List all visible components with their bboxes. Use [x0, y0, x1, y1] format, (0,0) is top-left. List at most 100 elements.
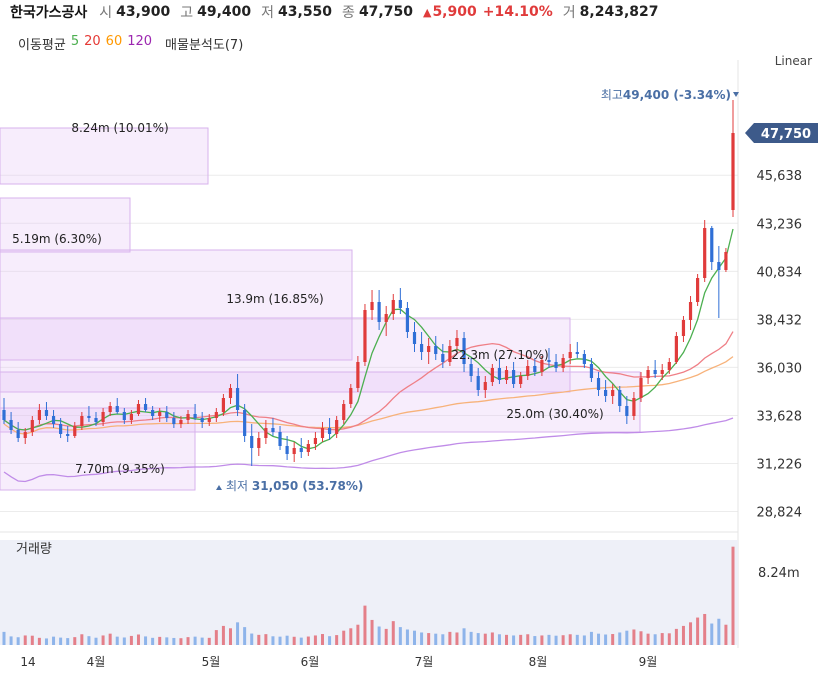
volume-bar [320, 634, 324, 645]
candle-body [59, 424, 63, 434]
volume-bar [335, 635, 339, 645]
candle-body [94, 418, 98, 422]
volume-bar [384, 628, 388, 645]
volume-bar [660, 633, 664, 645]
candle-body [87, 416, 91, 418]
change-up-icon: ▲ [422, 5, 432, 19]
volume-bar [717, 618, 721, 645]
volume-bar [165, 637, 169, 645]
volume-bar [356, 624, 360, 645]
volume-bar [52, 636, 56, 645]
volume-bar [413, 630, 417, 645]
volume-bar [73, 637, 77, 645]
volume-bar [363, 605, 367, 645]
volume-bar [589, 631, 593, 645]
volume-bar [9, 636, 13, 645]
max-marker-icon [733, 92, 739, 97]
volume-bar [172, 637, 176, 645]
candle-body [44, 410, 49, 416]
candle-body [370, 302, 374, 310]
y-tick-label: 28,824 [757, 506, 803, 521]
volume-bar [370, 619, 374, 645]
volume-bar [582, 635, 586, 645]
candle-body [412, 332, 417, 344]
candle-body [674, 336, 678, 362]
volume-bar [554, 635, 558, 645]
volume-bar [66, 638, 70, 645]
volume-bar [349, 628, 353, 645]
candle-body [455, 338, 459, 346]
candle-body [688, 302, 693, 320]
ma-120[interactable]: 120 [127, 34, 153, 49]
volume-title: 거래량 [16, 542, 52, 557]
candle-body [483, 382, 487, 390]
candle-body [476, 376, 480, 390]
volume-bar [448, 631, 452, 645]
volume-bar [632, 629, 636, 645]
volume-bar [221, 625, 225, 645]
volume-bar [37, 637, 41, 645]
volume-bar [618, 632, 622, 645]
candle-body [193, 414, 197, 418]
candle-body [511, 370, 516, 384]
volume-tick-label: 8.24m [758, 566, 800, 581]
candle-body [398, 300, 402, 308]
candle-body [115, 406, 119, 412]
volume-profile-label: 25.0m (30.40%) [506, 407, 603, 421]
candle-body [363, 310, 367, 362]
candle-body [427, 346, 431, 352]
volume-bar [512, 635, 516, 645]
candle-body [136, 404, 141, 414]
ma-60-line [3, 356, 734, 435]
ma-label: 이동평균 [18, 38, 66, 53]
candle-body [710, 228, 714, 262]
moving-average-legend[interactable]: 이동평균 5 20 60 120 매물분석도(7) [18, 34, 243, 53]
ma-20-line [3, 331, 734, 431]
volume-bar [313, 635, 317, 645]
ma-60[interactable]: 60 [105, 34, 123, 49]
volume-bar [681, 625, 685, 645]
volume-bar [136, 634, 140, 645]
stock-name[interactable]: 한국가스공사 [10, 5, 88, 21]
candle-body [221, 398, 226, 412]
candle-body [80, 416, 84, 426]
candle-body [554, 362, 558, 368]
ma-20[interactable]: 20 [84, 34, 101, 49]
candle-body [561, 358, 565, 368]
x-tick-label: 14 [20, 655, 35, 669]
x-tick-label: 9월 [639, 655, 658, 669]
candle-body [23, 432, 27, 438]
volume-bar [505, 634, 509, 645]
candle-body [434, 346, 438, 354]
volume-bar [342, 630, 346, 645]
volume-bar [264, 634, 268, 645]
candle-body [228, 388, 233, 398]
volume-bar [639, 631, 643, 645]
x-tick-label: 8월 [529, 655, 548, 669]
volume-bar [391, 621, 395, 645]
candle-body [165, 412, 169, 418]
candle-body [285, 446, 289, 454]
volume-label: 거 [562, 5, 576, 21]
volume-bar [490, 632, 494, 645]
volume-bar [186, 637, 190, 645]
volume-bar [597, 633, 601, 645]
volume-profile-bar [0, 197, 131, 253]
volume-value: 8,243,827 [579, 4, 659, 20]
volume-bar [193, 636, 197, 645]
volume-profile-bar [0, 127, 209, 185]
candle-body [639, 378, 643, 398]
volume-profile-toggle[interactable]: 매물분석도(7) [165, 38, 244, 53]
candle-body [660, 370, 664, 374]
scale-mode-toggle[interactable]: Linear [774, 54, 812, 68]
candle-body [632, 398, 636, 416]
candle-body [2, 410, 6, 420]
open-label: 시 [99, 5, 113, 21]
volume-bar [236, 622, 240, 645]
high-label: 고 [180, 5, 194, 21]
candle-body [51, 416, 56, 424]
volume-profile-label: 13.9m (16.85%) [226, 292, 323, 306]
ma-5[interactable]: 5 [70, 34, 80, 49]
volume-bar [547, 634, 551, 645]
